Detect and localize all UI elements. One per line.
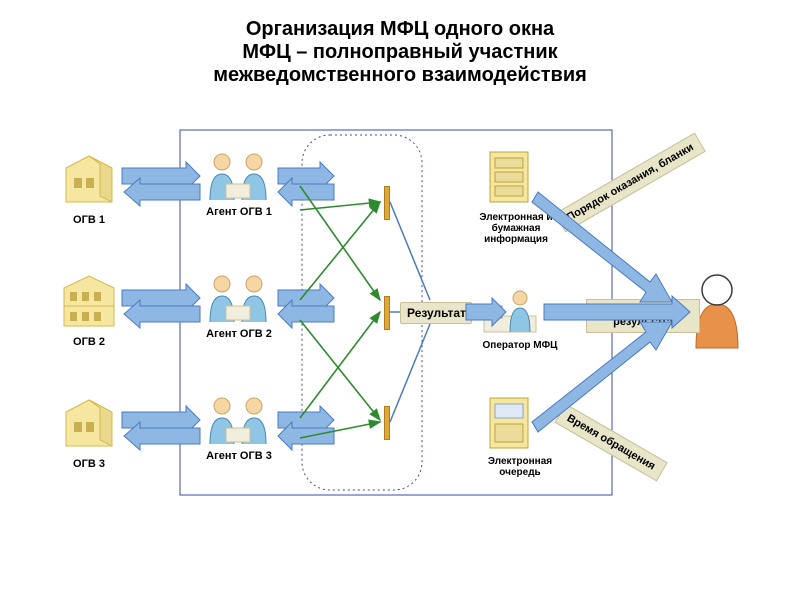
label-agent3: Агент ОГВ 3 [196,450,282,462]
building-ogv1 [60,150,118,208]
building-icon [60,272,118,330]
agents-icon [204,272,274,326]
label-agent2: Агент ОГВ 2 [196,328,282,340]
label-ogv1: ОГВ 1 [54,214,124,226]
banner-get-result: Получение результата [586,299,700,333]
banner-procedure: Порядок оказания, бланки [555,132,707,232]
title-line3: межведомственного взаимодействия [0,64,800,87]
result-box: Результат [400,302,472,324]
cabinet-queue [486,394,532,452]
green-arrows [300,186,380,438]
cabinet-info [486,148,532,206]
label-ogv3: ОГВ 3 [54,458,124,470]
agents-2 [204,272,274,326]
big-arrow-bottom [532,322,672,432]
title-line2: МФЦ – полноправный участник [0,41,800,64]
label-agent1: Агент ОГВ 1 [196,206,282,218]
title-line1: Организация МФЦ одного окна [0,18,800,41]
cabinet-icon [486,148,532,206]
label-info: Электронная и бумажная информация [466,212,566,245]
sync-bar-2 [384,296,390,330]
banner-apply-time: Время обращения [555,403,668,481]
building-icon [60,394,118,452]
building-ogv3 [60,394,118,452]
building-icon [60,150,118,208]
agents-1 [204,150,274,204]
label-operator: Оператор МФЦ [474,340,566,351]
label-queue: Электронная очередь [476,456,564,478]
diagram-title: Организация МФЦ одного окна МФЦ – полноп… [0,0,800,87]
label-ogv2: ОГВ 2 [54,336,124,348]
cabinet-icon [486,394,532,452]
sync-bar-3 [384,406,390,440]
agents-icon [204,394,274,448]
operator-mfc [482,288,538,336]
agents-icon [204,150,274,204]
agents-3 [204,394,274,448]
building-ogv2 [60,272,118,330]
operator-icon [482,288,538,336]
diagram-root: { "type": "flowchart", "canvas": {"w": 8… [0,0,800,600]
sync-bar-1 [384,186,390,220]
